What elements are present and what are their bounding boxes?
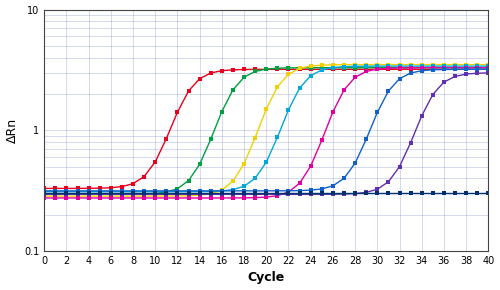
X-axis label: Cycle: Cycle <box>248 271 285 284</box>
Y-axis label: ΔRn: ΔRn <box>6 118 18 143</box>
